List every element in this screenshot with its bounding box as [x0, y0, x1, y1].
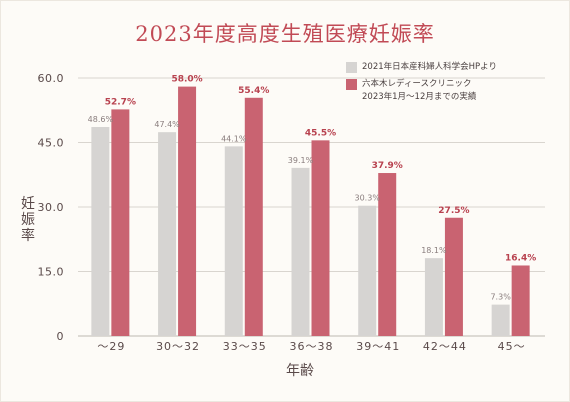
- x-tick-label: 33～35: [223, 340, 267, 353]
- y-tick-label: 0: [57, 330, 65, 343]
- data-label-clinic: 27.5%: [438, 206, 469, 216]
- y-tick-label: 45.0: [38, 137, 65, 150]
- x-tick-label: ～29: [97, 340, 125, 353]
- legend-swatch-clinic: [346, 79, 357, 90]
- data-label-national: 47.4%: [154, 120, 180, 129]
- y-tick-label: 60.0: [38, 72, 65, 85]
- data-label-national: 48.6%: [88, 115, 114, 124]
- data-label-national: 7.3%: [490, 293, 511, 302]
- chart-title: 2023年度高度生殖医療妊娠率: [135, 22, 435, 46]
- legend-label-national: 2021年日本産科婦人科学会HPより: [362, 62, 497, 72]
- data-label-clinic: 16.4%: [505, 253, 536, 263]
- legend-item-national: 2021年日本産科婦人科学会HPより: [346, 61, 497, 74]
- bar-national: [91, 127, 110, 337]
- bar-national: [224, 146, 243, 336]
- bar-clinic: [511, 265, 530, 336]
- data-label-national: 18.1%: [421, 246, 447, 255]
- legend-label-clinic-line1: 六本木レディースクリニック: [362, 79, 472, 89]
- data-label-clinic: 45.5%: [305, 128, 336, 138]
- x-tick-label: 36～38: [290, 340, 334, 353]
- bar-national: [358, 205, 377, 336]
- x-axis-label: 年齢: [286, 363, 314, 379]
- y-tick-label: 30.0: [38, 201, 65, 214]
- x-tick-label: 45～: [498, 340, 526, 353]
- data-label-clinic: 58.0%: [171, 75, 202, 85]
- y-tick-label: 15.0: [38, 266, 65, 279]
- legend-swatch-national: [346, 62, 357, 73]
- x-tick-label: 39～41: [356, 340, 400, 353]
- bar-national: [491, 304, 510, 336]
- bar-clinic: [378, 173, 397, 336]
- bar-national: [158, 132, 177, 336]
- legend-item-clinic: 六本木レディースクリニック 2023年1月～12月までの実績: [346, 78, 477, 104]
- bar-clinic: [311, 140, 330, 336]
- bar-clinic: [444, 217, 463, 336]
- data-label-clinic: 37.9%: [372, 161, 403, 171]
- bar-national: [291, 167, 310, 336]
- legend-label-clinic-line2: 2023年1月～12月までの実績: [362, 92, 477, 102]
- data-label-national: 44.1%: [221, 134, 247, 143]
- data-label-national: 39.1%: [288, 156, 314, 165]
- y-axis-label: 妊娠率: [20, 196, 36, 244]
- data-label-clinic: 52.7%: [105, 97, 136, 107]
- x-tick-label: 30～32: [156, 340, 200, 353]
- data-label-national: 30.3%: [355, 194, 381, 203]
- bar-clinic: [244, 97, 263, 336]
- x-tick-label: 42～44: [423, 340, 467, 353]
- data-label-clinic: 55.4%: [238, 86, 269, 96]
- bar-clinic: [178, 86, 197, 336]
- y-axis-label-text: 妊娠率: [21, 196, 35, 244]
- bar-national: [424, 258, 443, 336]
- bar-clinic: [111, 109, 130, 336]
